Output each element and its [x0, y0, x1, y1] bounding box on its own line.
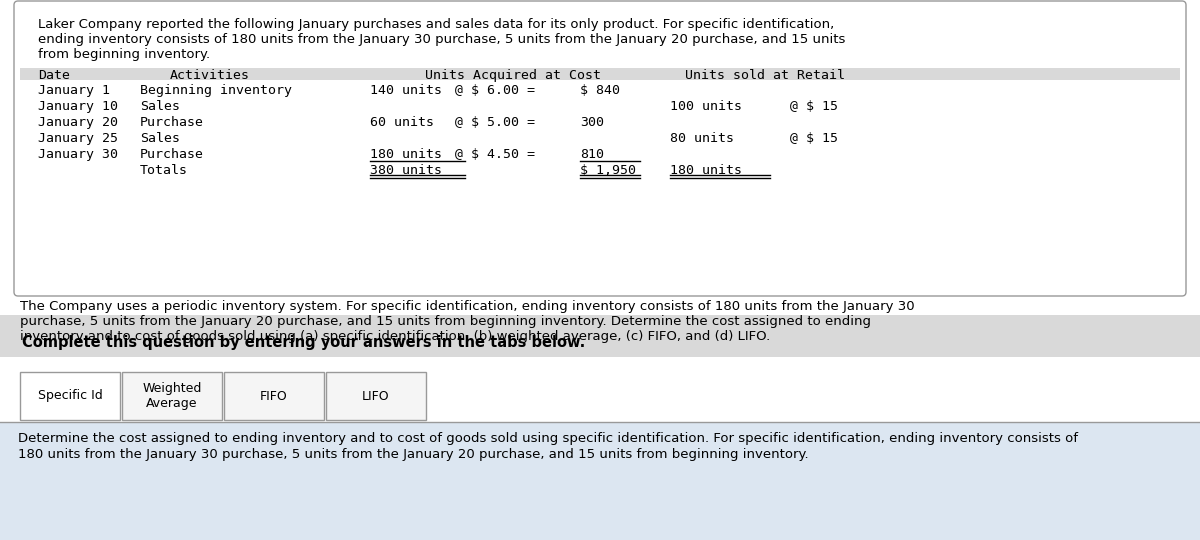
Text: 380 units: 380 units — [370, 164, 442, 177]
Text: ending inventory consists of 180 units from the January 30 purchase, 5 units fro: ending inventory consists of 180 units f… — [38, 33, 845, 46]
Bar — [20, 372, 120, 420]
Text: Beginning inventory: Beginning inventory — [140, 84, 292, 97]
Text: Sales: Sales — [140, 132, 180, 145]
Text: 180 units: 180 units — [370, 148, 442, 161]
Text: from beginning inventory.: from beginning inventory. — [38, 48, 210, 61]
Text: Units Acquired at Cost: Units Acquired at Cost — [425, 69, 601, 82]
Text: 810: 810 — [580, 148, 604, 161]
Text: Activities: Activities — [170, 69, 250, 82]
Text: Date: Date — [38, 69, 70, 82]
Text: January 1: January 1 — [38, 84, 110, 97]
Text: Determine the cost assigned to ending inventory and to cost of goods sold using : Determine the cost assigned to ending in… — [18, 432, 1078, 445]
Bar — [326, 372, 426, 420]
Text: inventory and to cost of goods sold using (a) specific identification, (b) weigh: inventory and to cost of goods sold usin… — [20, 330, 770, 343]
Text: 60 units: 60 units — [370, 116, 434, 129]
Text: 80 units: 80 units — [670, 132, 734, 145]
Text: Units sold at Retail: Units sold at Retail — [685, 69, 845, 82]
Text: January 20: January 20 — [38, 116, 118, 129]
Bar — [0, 315, 1200, 365]
Text: January 30: January 30 — [38, 148, 118, 161]
Text: LIFO: LIFO — [362, 389, 390, 402]
Bar — [20, 68, 1180, 80]
Text: The Company uses a periodic inventory system. For specific identification, endin: The Company uses a periodic inventory sy… — [20, 300, 914, 313]
Text: Weighted
Average: Weighted Average — [143, 382, 202, 410]
Bar — [0, 422, 1200, 540]
Text: $ 1,950: $ 1,950 — [580, 164, 636, 177]
Text: @ $ 4.50 =: @ $ 4.50 = — [455, 148, 535, 161]
Text: @ $ 6.00 =: @ $ 6.00 = — [455, 84, 535, 97]
Text: Laker Company reported the following January purchases and sales data for its on: Laker Company reported the following Jan… — [38, 18, 834, 31]
Bar — [224, 372, 324, 420]
Text: January 10: January 10 — [38, 100, 118, 113]
Text: purchase, 5 units from the January 20 purchase, and 15 units from beginning inve: purchase, 5 units from the January 20 pu… — [20, 315, 871, 328]
Bar — [0, 357, 1200, 425]
Text: Purchase: Purchase — [140, 148, 204, 161]
Text: Totals: Totals — [140, 164, 188, 177]
Text: Specific Id: Specific Id — [37, 389, 102, 402]
Text: @ $ 15: @ $ 15 — [790, 100, 838, 113]
FancyBboxPatch shape — [14, 1, 1186, 296]
Text: Complete this question by entering your answers in the tabs below.: Complete this question by entering your … — [22, 335, 586, 350]
Text: $ 840: $ 840 — [580, 84, 620, 97]
Text: 140 units: 140 units — [370, 84, 442, 97]
Text: 100 units: 100 units — [670, 100, 742, 113]
Text: 180 units from the January 30 purchase, 5 units from the January 20 purchase, an: 180 units from the January 30 purchase, … — [18, 448, 809, 461]
Text: January 25: January 25 — [38, 132, 118, 145]
Text: 300: 300 — [580, 116, 604, 129]
Text: FIFO: FIFO — [260, 389, 288, 402]
Text: @ $ 15: @ $ 15 — [790, 132, 838, 145]
Text: 180 units: 180 units — [670, 164, 742, 177]
Text: @ $ 5.00 =: @ $ 5.00 = — [455, 116, 535, 129]
Text: Purchase: Purchase — [140, 116, 204, 129]
Bar — [122, 372, 222, 420]
Text: Sales: Sales — [140, 100, 180, 113]
